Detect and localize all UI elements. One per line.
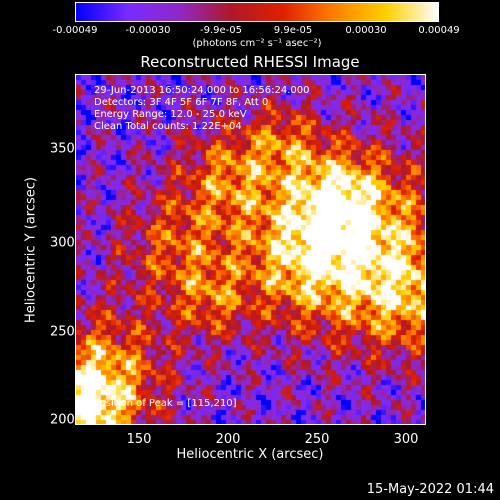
y-tick-label: 250	[50, 324, 75, 340]
colorbar	[75, 2, 439, 22]
peak-position-annotation: Position of Peak = [115,210]	[94, 398, 237, 409]
heatmap-image	[76, 75, 425, 424]
x-tick-label: 150	[126, 432, 152, 447]
colorbar-tick: 0.00030	[345, 25, 387, 36]
time-range-annotation: 29-Jun-2013 16:50:24.000 to 16:56:24.000	[94, 85, 310, 96]
footer-date: 15-May-2022 01:44	[366, 482, 494, 497]
detectors-annotation: Detectors: 3F 4F 5F 6F 7F 8F, Att 0	[94, 97, 269, 108]
colorbar-tick: 9.9e-05	[273, 25, 313, 36]
chart-title: Reconstructed RHESSI Image	[140, 53, 360, 71]
x-tick-label: 200	[215, 432, 241, 447]
colorbar-tick: -0.00049	[52, 25, 98, 36]
colorbar-tick: -0.00030	[125, 25, 171, 36]
y-tick-label: 200	[50, 412, 75, 428]
colorbar-unit-label: (photons cm⁻² s⁻¹ asec⁻²)	[192, 38, 322, 49]
plot-area: 29-Jun-2013 16:50:24.000 to 16:56:24.000…	[75, 74, 426, 425]
counts-annotation: Clean Total counts: 1.22E+04	[94, 121, 242, 132]
energy-range-annotation: Energy Range: 12.0 - 25.0 keV	[94, 109, 247, 120]
x-axis-label: Heliocentric X (arcsec)	[176, 447, 324, 462]
y-tick-label: 350	[50, 141, 75, 157]
x-tick-label: 300	[393, 432, 419, 447]
y-tick-label: 300	[50, 235, 75, 251]
y-axis-label: Heliocentric Y (arcsec)	[23, 177, 39, 323]
colorbar-tick: 0.00049	[418, 25, 460, 36]
colorbar-tick: -9.9e-05	[200, 25, 242, 36]
x-tick-label: 250	[304, 432, 330, 447]
